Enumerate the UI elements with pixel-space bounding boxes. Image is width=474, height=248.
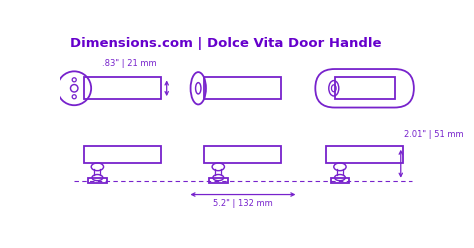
Text: .83" | 21 mm: .83" | 21 mm xyxy=(102,59,157,68)
Bar xyxy=(326,146,403,163)
Bar xyxy=(204,146,282,163)
Text: 5.2" | 132 mm: 5.2" | 132 mm xyxy=(213,199,273,208)
Text: Dimensions.com | Dolce Vita Door Handle: Dimensions.com | Dolce Vita Door Handle xyxy=(70,37,381,50)
Bar xyxy=(331,178,349,183)
Bar xyxy=(204,77,282,99)
Text: 2.01" | 51 mm: 2.01" | 51 mm xyxy=(404,130,464,139)
Bar xyxy=(83,77,161,99)
Bar xyxy=(209,178,228,183)
Bar xyxy=(88,178,107,183)
Bar xyxy=(83,146,161,163)
Bar xyxy=(335,77,395,99)
